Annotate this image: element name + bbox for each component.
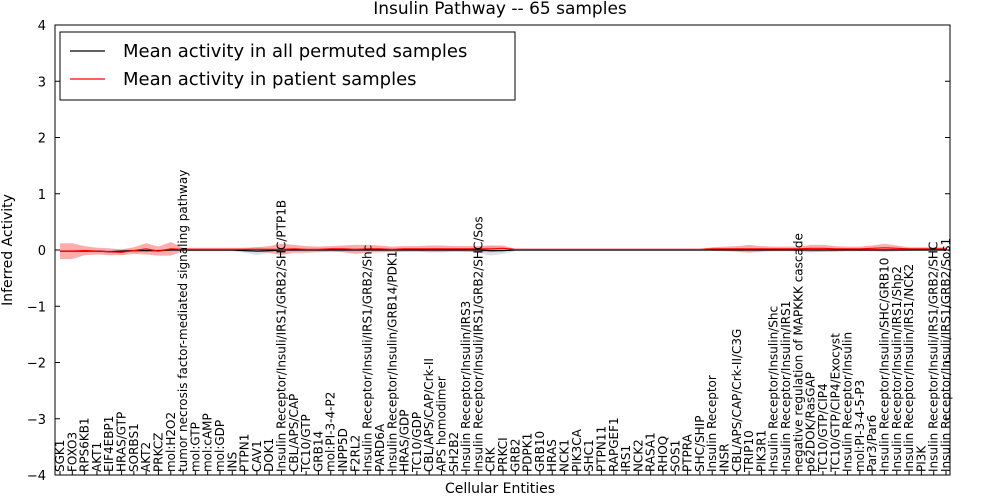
x-tick-label: PARD6A: [373, 423, 387, 472]
y-tick-label: 1: [38, 188, 46, 203]
y-tick-label: 4: [38, 19, 46, 34]
x-tick-label: EIF4EBP1: [102, 416, 116, 472]
x-tick-label: PIK3CA: [570, 428, 584, 472]
x-tick-label: Insulin Receptor/Insuli/IRS1/GRB2/Shc: [361, 245, 375, 472]
x-tick-label: Insulin Receptor/Insuli/IRS1/GRB2/Sos1: [939, 238, 953, 472]
x-tick-label: APS homodimer: [435, 376, 449, 472]
patient-mean-line: [60, 247, 946, 253]
x-tick-label: SHC1: [582, 439, 596, 472]
x-tick-label: SGK1: [53, 440, 67, 472]
y-tick-label: 0: [38, 244, 46, 259]
x-tick-label: Insulin Receptor/Insulin: [841, 332, 855, 472]
x-tick-label: PRKCI: [496, 437, 510, 472]
x-tick-label: negative regulation of MAPKKK cascade: [791, 233, 805, 472]
x-tick-label: TC10/GDP: [410, 412, 424, 473]
x-tick-label: Insulin Receptor/Insuli/IRS1/GRB2/SHC/PT…: [275, 200, 289, 472]
x-tick-label: Insulin Receptor/Insulin/Shc: [767, 306, 781, 472]
x-tick-label: Insulin Receptor/Insulin/SHC/GRB10: [878, 258, 892, 472]
x-tick-label: CBL/APS/CAP/Crk-II: [422, 358, 436, 472]
x-tick-label: mol:GTP: [188, 422, 202, 472]
x-tick-label: CBL/APS/CAP: [287, 394, 301, 472]
x-tick-label: RAPGEF1: [607, 417, 621, 472]
x-tick-label: TC10/GTP/CIP4: [816, 383, 830, 473]
legend-label-patient: Mean activity in patient samples: [123, 69, 417, 90]
x-tick-label: GRB2: [508, 438, 522, 472]
chart-title: Insulin Pathway -- 65 samples: [373, 0, 627, 19]
y-tick-label: 3: [38, 75, 46, 90]
y-tick-label: −2: [27, 357, 46, 372]
x-tick-label: Insulin Receptor/Insulin/IRS1: [779, 301, 793, 472]
x-tick-label: SHC/SHIP: [693, 416, 707, 472]
y-tick-label: −3: [27, 413, 46, 428]
x-tick-label: Insulin Receptor: [705, 375, 719, 472]
x-tick-label: Par3/Par6: [865, 415, 879, 472]
x-tick-label: FOXO3: [65, 432, 79, 472]
x-tick-label: RHOQ: [656, 436, 670, 472]
x-tick-label: CBL/APS/CAP/Crk-II/C3G: [730, 329, 744, 472]
x-tick-label: INPP5D: [336, 428, 350, 472]
legend: Mean activity in all permuted samples Me…: [59, 31, 516, 101]
x-tick-label: mol:H2O2: [164, 412, 178, 472]
x-tick-label: SOS1: [668, 440, 682, 472]
x-tick-label: PIK3R1: [754, 430, 768, 472]
y-tick-label: 2: [38, 132, 46, 147]
x-tick-label: AKT2: [139, 442, 153, 472]
x-tick-label: TRIP10: [742, 430, 756, 473]
x-tick-label: Insulin Receptor/Insulin/IRS1/NCK2: [902, 264, 916, 472]
x-tick-label: RASA1: [644, 432, 658, 472]
x-tick-label: p62DOK/RasGAP: [804, 372, 818, 472]
x-tick-label: IRS1: [619, 445, 633, 472]
x-tick-label: GRB10: [533, 431, 547, 472]
x-tick-label: mol:PI-3-4-5-P3: [853, 380, 867, 472]
x-tick-label: Insulin Receptor/Insulin/IRS3: [459, 301, 473, 472]
x-tick-label: F2RL2: [348, 435, 362, 472]
x-tick-label: SORBS1: [127, 423, 141, 472]
x-tick-label: Insulin Receptor/Insuli/IRS1/GRB2/SHC/So…: [471, 216, 485, 472]
x-tick-label: GRB14: [311, 431, 325, 472]
x-tick-label: PTPN1: [238, 434, 252, 472]
x-tick-label: HRAS/GDP: [398, 410, 412, 473]
x-tick-label: TC10/GTP/CIP4/Exocyst: [828, 333, 842, 473]
y-tick-label: −1: [27, 300, 46, 315]
x-tick-label: Insulin Receptor/Insulin/GRB14/PDK1: [385, 251, 399, 472]
x-tick-label: PTPRA: [681, 433, 695, 472]
plot-area: −4 −3 −2 −1 0 1 2 3 4 SGK1FOXO3RPS6KB1AKT1EIF4EBP…: [27, 19, 953, 484]
x-tick-label: INSR: [718, 444, 732, 472]
y-axis-label: Inferred Activity: [0, 194, 16, 306]
legend-box: [59, 31, 516, 101]
x-tick-label: TC10/GTP: [299, 414, 313, 473]
x-tick-label: tumor necrosis factor-mediated signaling…: [176, 170, 190, 472]
y-tick-label: −4: [27, 469, 46, 484]
x-tick-label: INS: [225, 452, 239, 472]
x-tick-label: PI3K: [914, 445, 928, 472]
x-tick-label: PTPN11: [594, 426, 608, 472]
x-tick-label: PRKCZ: [151, 433, 165, 472]
x-tick-label: NCK2: [631, 439, 645, 472]
x-tick-label: mol:cAMP: [201, 413, 215, 472]
x-tick-label: DOK1: [262, 438, 276, 472]
x-tick-label: AKT1: [90, 442, 104, 472]
x-tick-label: NCK1: [558, 439, 572, 472]
x-tick-label: mol:GDP: [213, 420, 227, 472]
x-tick-label: Insulin Receptor/Insulin/IRS1/Shp2: [890, 266, 904, 472]
legend-label-permuted: Mean activity in all permuted samples: [123, 41, 467, 62]
x-axis-label: Cellular Entities: [445, 481, 555, 497]
x-tick-label: PDPK1: [521, 433, 535, 472]
x-tick-label: HRAS: [545, 439, 559, 472]
x-tick-label: RPS6KB1: [78, 417, 92, 472]
x-tick-label: HRAS/GTP: [115, 412, 129, 472]
x-tick-label: SH2B2: [447, 432, 461, 472]
x-tick-label: CRK: [484, 446, 498, 472]
x-tick-label: CAV1: [250, 440, 264, 472]
x-tick-label: Insulin Receptor/Insuli/IRS1/GRB2/SHC: [927, 242, 941, 472]
x-tick-label: mol:PI-3-4-P2: [324, 392, 338, 472]
